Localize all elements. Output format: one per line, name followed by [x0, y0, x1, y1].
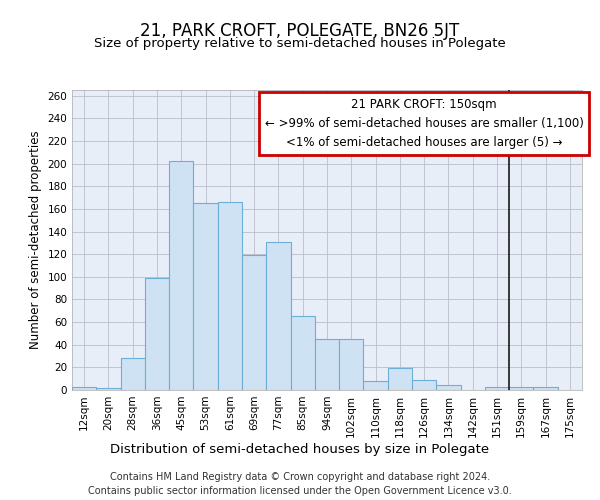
Bar — [266, 242, 290, 390]
Bar — [193, 203, 218, 390]
Bar — [509, 386, 533, 390]
Text: Contains public sector information licensed under the Open Government Licence v3: Contains public sector information licen… — [88, 486, 512, 496]
Bar — [169, 162, 193, 390]
Bar — [96, 388, 121, 390]
Text: 21, PARK CROFT, POLEGATE, BN26 5JT: 21, PARK CROFT, POLEGATE, BN26 5JT — [140, 22, 460, 40]
Bar — [412, 380, 436, 390]
Bar — [145, 278, 169, 390]
Y-axis label: Number of semi-detached properties: Number of semi-detached properties — [29, 130, 42, 350]
Bar — [72, 386, 96, 390]
Bar — [485, 386, 509, 390]
Bar — [315, 339, 339, 390]
Bar — [218, 202, 242, 390]
Bar — [290, 316, 315, 390]
Bar — [436, 386, 461, 390]
Bar — [388, 368, 412, 390]
Text: Contains HM Land Registry data © Crown copyright and database right 2024.: Contains HM Land Registry data © Crown c… — [110, 472, 490, 482]
Text: Size of property relative to semi-detached houses in Polegate: Size of property relative to semi-detach… — [94, 38, 506, 51]
Text: Distribution of semi-detached houses by size in Polegate: Distribution of semi-detached houses by … — [110, 442, 490, 456]
Bar — [242, 256, 266, 390]
Bar — [339, 339, 364, 390]
Text: 21 PARK CROFT: 150sqm
← >99% of semi-detached houses are smaller (1,100)
<1% of : 21 PARK CROFT: 150sqm ← >99% of semi-det… — [265, 98, 584, 149]
Bar — [364, 381, 388, 390]
Bar — [121, 358, 145, 390]
Bar — [533, 386, 558, 390]
